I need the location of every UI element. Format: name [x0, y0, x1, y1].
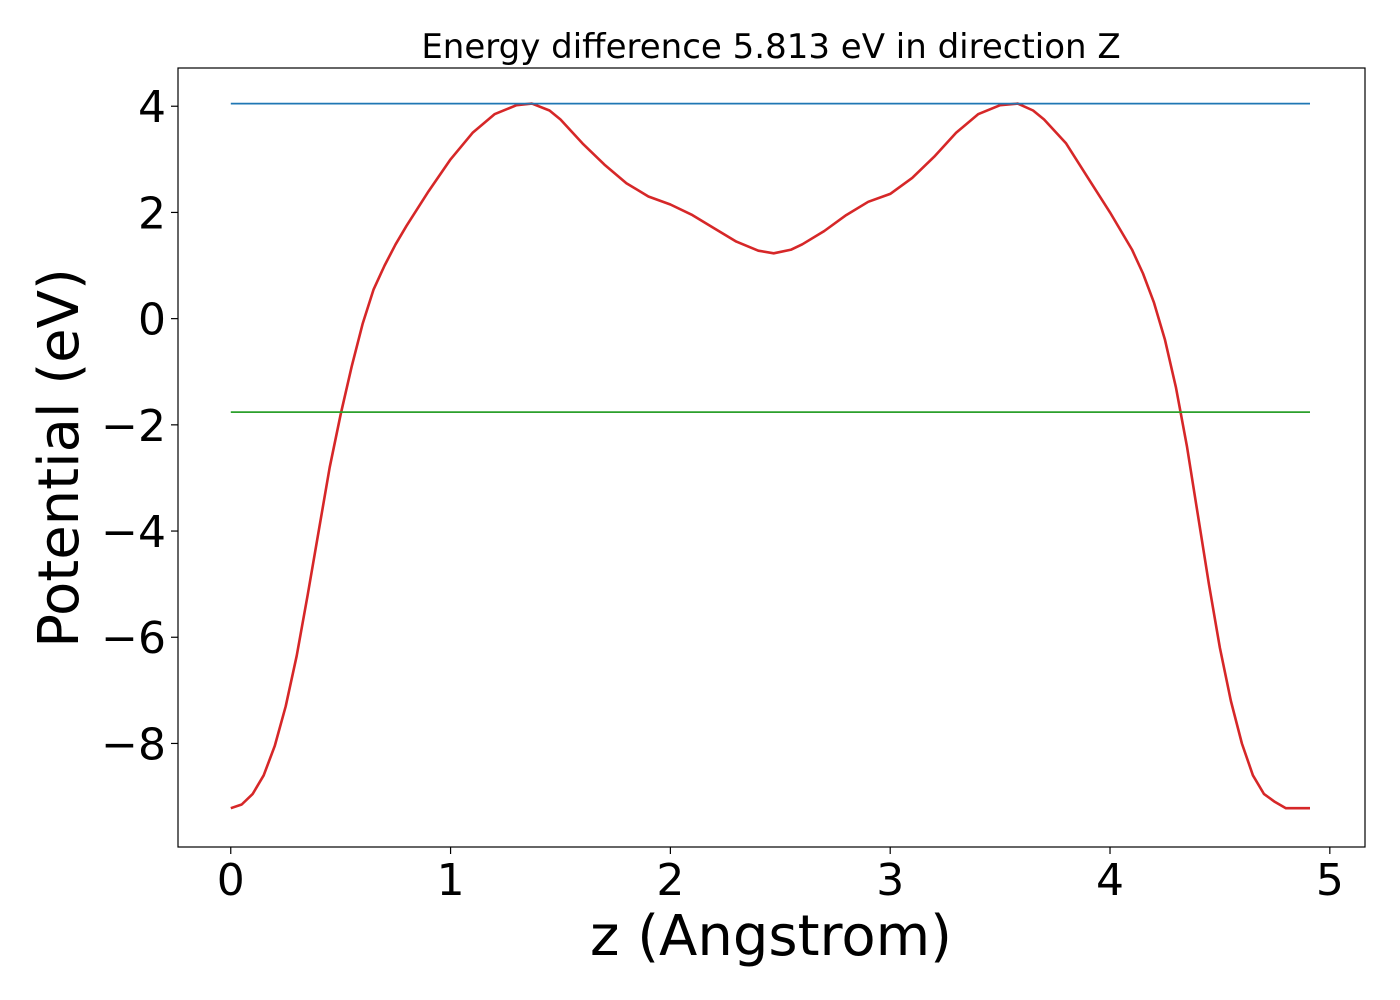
y-tick-label: 4	[138, 82, 166, 133]
x-tick-label: 0	[217, 855, 245, 906]
x-axis-label: z (Angstrom)	[590, 904, 952, 969]
y-tick-label: −2	[101, 401, 166, 452]
y-tick-label: −6	[101, 613, 166, 664]
x-tick-label: 4	[1096, 855, 1124, 906]
x-tick-label: 3	[876, 855, 904, 906]
series-layer	[230, 102, 1310, 810]
x-tick-label: 5	[1316, 855, 1344, 906]
potential-curve-line	[230, 102, 1310, 810]
y-tick-label: 0	[138, 295, 166, 346]
y-tick-label: −8	[101, 719, 166, 770]
x-tick-label: 1	[437, 855, 465, 906]
plot-area	[177, 67, 1366, 848]
y-tick-label: 2	[138, 188, 166, 239]
y-axis-ticks: −8 −6 −4 −2 0 2 4	[101, 82, 178, 770]
y-tick-label: −4	[101, 507, 166, 558]
x-tick-label: 2	[656, 855, 684, 906]
y-axis-label: Potential (eV)	[27, 268, 92, 648]
chart-title: Energy difference 5.813 eV in direction …	[421, 27, 1120, 67]
x-axis-ticks: 0 1 2 3 4 5	[217, 847, 1344, 906]
